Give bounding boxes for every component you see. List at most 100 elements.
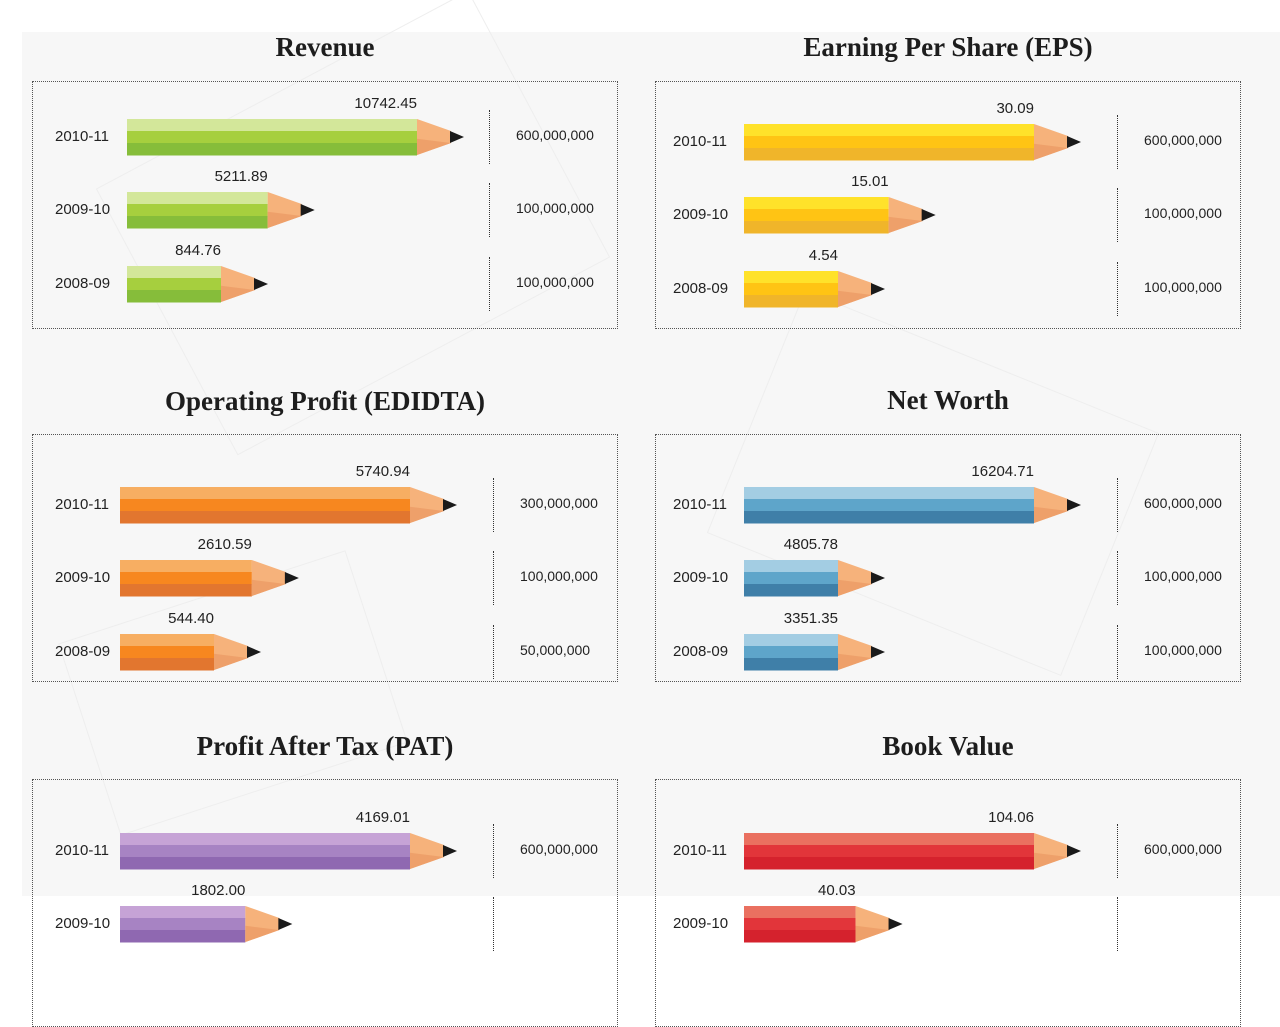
row-separator bbox=[1117, 897, 1118, 951]
pencil-stripe bbox=[744, 124, 1034, 137]
row-separator bbox=[489, 183, 490, 237]
pencil-stripe bbox=[127, 266, 221, 279]
pencil-stripe bbox=[744, 646, 838, 659]
chart-title: Operating Profit (EDIDTA) bbox=[165, 386, 485, 416]
row-separator bbox=[493, 824, 494, 878]
scale-label: 100,000,000 bbox=[516, 200, 594, 216]
pencil-bar bbox=[744, 487, 1081, 524]
pencil-lead bbox=[1067, 499, 1081, 511]
pencil-wood-shade bbox=[221, 285, 255, 302]
pencil-bar bbox=[120, 487, 457, 524]
row-separator bbox=[1117, 551, 1118, 605]
pencil-bar bbox=[744, 271, 885, 308]
pencil-stripe bbox=[127, 143, 417, 156]
pencil-stripe bbox=[744, 283, 838, 296]
pencil-stripe bbox=[120, 487, 410, 500]
scale-label: 100,000,000 bbox=[1144, 205, 1222, 221]
pencil-stripe bbox=[744, 148, 1034, 161]
row-separator bbox=[1117, 824, 1118, 878]
row-separator bbox=[493, 625, 494, 679]
row-separator bbox=[493, 897, 494, 951]
pencil-stripe bbox=[120, 560, 252, 573]
pencil-wood-shade bbox=[267, 211, 302, 228]
pencil-lead bbox=[1067, 136, 1081, 148]
scale-label: 100,000,000 bbox=[1144, 279, 1222, 295]
pencil-stripe bbox=[744, 658, 838, 671]
category-label: 2009-10 bbox=[673, 569, 729, 586]
pencil-wood-shade bbox=[417, 138, 451, 155]
pencil-stripe bbox=[744, 221, 889, 234]
pencil-stripe bbox=[120, 833, 410, 846]
pencil-stripe bbox=[744, 634, 838, 647]
pencil-stripe bbox=[120, 906, 246, 919]
chart-title: Net Worth bbox=[887, 385, 1009, 415]
chart-frame bbox=[655, 81, 1241, 329]
pencil-wood-shade bbox=[214, 653, 248, 670]
pencil-stripe bbox=[744, 295, 838, 308]
category-label: 2010-11 bbox=[55, 128, 109, 145]
pencil-stripe bbox=[744, 572, 838, 585]
pencil-stripe bbox=[120, 918, 246, 931]
pencil-wood-shade bbox=[410, 506, 444, 523]
pencil-bar bbox=[744, 197, 936, 234]
pencil-stripe bbox=[120, 658, 214, 671]
pencil-bar bbox=[120, 560, 299, 597]
pencil-bar bbox=[744, 906, 903, 943]
row-separator bbox=[1117, 478, 1118, 532]
category-label: 2008-09 bbox=[55, 275, 111, 292]
value-label: 544.40 bbox=[168, 610, 214, 627]
scale-label: 600,000,000 bbox=[516, 127, 594, 143]
pencil-lead bbox=[254, 278, 268, 290]
pencil-bar bbox=[744, 124, 1081, 161]
pencil-stripe bbox=[744, 857, 1034, 870]
pencil-lead bbox=[871, 572, 885, 584]
pencil-lead bbox=[1067, 845, 1081, 857]
scale-label: 50,000,000 bbox=[520, 642, 591, 658]
pencil-bar bbox=[120, 833, 457, 870]
scale-label: 600,000,000 bbox=[1144, 841, 1222, 857]
pencil-lead bbox=[450, 131, 464, 143]
pencil-stripe bbox=[744, 511, 1034, 524]
pencil-stripe bbox=[120, 572, 252, 585]
pencil-wood-shade bbox=[410, 852, 444, 869]
pencil-lead bbox=[443, 845, 457, 857]
value-label: 5211.89 bbox=[214, 168, 268, 185]
category-label: 2009-10 bbox=[55, 201, 111, 218]
pencil-lead bbox=[921, 209, 936, 221]
pencil-lead bbox=[278, 918, 293, 930]
pencil-stripe bbox=[744, 584, 838, 597]
pencil-stripe bbox=[744, 906, 856, 919]
value-label: 4805.78 bbox=[783, 536, 838, 553]
pencil-lead bbox=[871, 283, 885, 295]
chart-frame bbox=[32, 434, 618, 682]
row-separator bbox=[1117, 625, 1118, 679]
category-label: 2010-11 bbox=[673, 842, 727, 859]
pencil-stripe bbox=[127, 204, 268, 217]
chart-frame bbox=[655, 779, 1241, 1027]
row-separator bbox=[489, 257, 490, 311]
pencil-stripe bbox=[127, 278, 221, 291]
pencil-bar bbox=[120, 906, 293, 943]
pencil-stripe bbox=[127, 131, 417, 144]
chart-title: Profit After Tax (PAT) bbox=[196, 731, 454, 761]
pencil-stripe bbox=[744, 136, 1034, 149]
scale-label: 600,000,000 bbox=[520, 841, 598, 857]
chart-frame bbox=[32, 779, 618, 1027]
pencil-stripe bbox=[744, 930, 856, 943]
pencil-stripe bbox=[744, 499, 1034, 512]
pencil-stripe bbox=[744, 487, 1034, 500]
category-label: 2010-11 bbox=[673, 133, 727, 150]
category-label: 2009-10 bbox=[55, 915, 111, 932]
pencil-stripe bbox=[120, 634, 214, 647]
category-label: 2009-10 bbox=[673, 915, 729, 932]
pencil-wood-shade bbox=[1034, 506, 1068, 523]
pencil-wood-shade bbox=[888, 216, 923, 233]
pencil-bar bbox=[120, 634, 261, 671]
row-separator bbox=[1117, 262, 1118, 316]
value-label: 40.03 bbox=[818, 882, 856, 899]
pencil-lead bbox=[871, 646, 885, 658]
category-label: 2009-10 bbox=[55, 569, 111, 586]
chart-title: Earning Per Share (EPS) bbox=[803, 32, 1093, 62]
pencil-stripe bbox=[127, 290, 221, 303]
category-label: 2009-10 bbox=[673, 206, 729, 223]
